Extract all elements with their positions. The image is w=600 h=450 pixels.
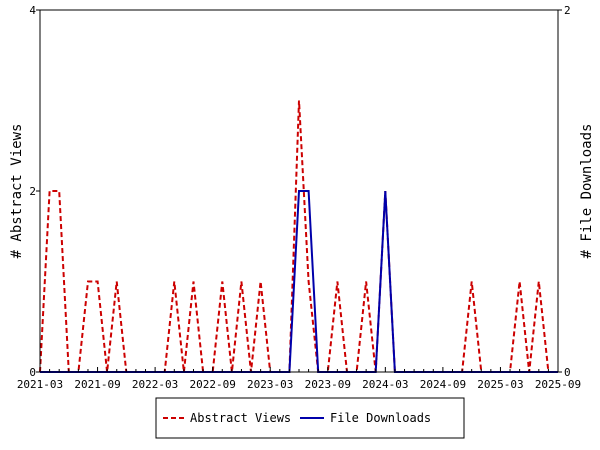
- x-tick-label: 2022-03: [132, 378, 178, 391]
- y-right-tick-label: 0: [564, 366, 571, 379]
- legend-label-file-downloads: File Downloads: [330, 411, 431, 425]
- y-left-tick-label: 2: [29, 185, 36, 198]
- x-tick-label: 2023-03: [247, 378, 293, 391]
- y-left-tick-label: 0: [29, 366, 36, 379]
- x-tick-label: 2023-09: [305, 378, 351, 391]
- x-tick-label: 2021-09: [74, 378, 120, 391]
- x-tick-label: 2025-03: [477, 378, 523, 391]
- y-axis-right: 02: [558, 4, 571, 379]
- x-tick-label: 2025-09: [535, 378, 581, 391]
- series-line-abstract-views: [39, 100, 558, 373]
- plot-marks: [39, 100, 558, 373]
- y-axis-right-title: # File Downloads: [579, 124, 595, 259]
- y-left-tick-label: 4: [29, 4, 36, 17]
- x-axis: 2021-03 2021-09 2022-03 2022-09 2023-03 2023-…: [17, 367, 581, 391]
- x-tick-label: 2024-09: [420, 378, 466, 391]
- y-right-tick-label: 2: [564, 4, 571, 17]
- legend-label-abstract-views: Abstract Views: [190, 411, 291, 425]
- legend: Abstract Views File Downloads: [155, 397, 465, 439]
- x-tick-label: 2024-03: [362, 378, 408, 391]
- x-tick-label: 2022-09: [189, 378, 235, 391]
- y-axis-left-title: # Abstract Views: [9, 124, 25, 259]
- y-axis-left: 0 2 4: [29, 4, 40, 379]
- x-tick-label: 2021-03: [17, 378, 63, 391]
